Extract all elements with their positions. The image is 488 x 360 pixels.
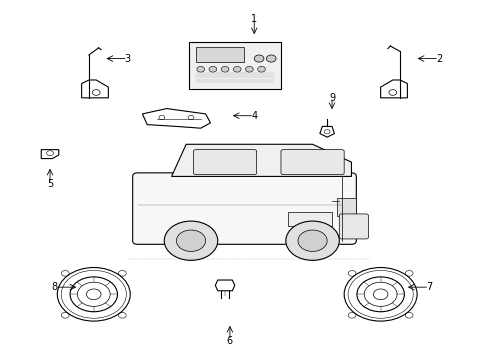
FancyBboxPatch shape — [281, 150, 344, 175]
Bar — [336, 198, 356, 216]
Text: 8: 8 — [52, 282, 58, 292]
Circle shape — [245, 66, 253, 72]
Circle shape — [266, 55, 276, 62]
Circle shape — [297, 230, 326, 251]
Circle shape — [285, 221, 339, 260]
Polygon shape — [171, 144, 351, 176]
FancyBboxPatch shape — [339, 214, 368, 239]
Text: 4: 4 — [251, 111, 257, 121]
Circle shape — [164, 221, 217, 260]
FancyBboxPatch shape — [193, 150, 256, 175]
Circle shape — [221, 66, 228, 72]
Bar — [287, 212, 331, 226]
Text: 2: 2 — [435, 54, 441, 64]
Bar — [196, 47, 244, 62]
Circle shape — [197, 66, 204, 72]
FancyBboxPatch shape — [132, 173, 356, 244]
Text: 5: 5 — [47, 179, 53, 189]
Circle shape — [233, 66, 241, 72]
Circle shape — [257, 66, 265, 72]
Circle shape — [208, 66, 216, 72]
Text: 3: 3 — [124, 54, 131, 64]
Text: 1: 1 — [251, 14, 257, 24]
Text: 6: 6 — [226, 336, 232, 346]
Circle shape — [176, 230, 205, 251]
FancyBboxPatch shape — [188, 42, 281, 89]
Text: 7: 7 — [425, 282, 431, 292]
Circle shape — [254, 55, 264, 62]
Text: 9: 9 — [328, 93, 334, 103]
